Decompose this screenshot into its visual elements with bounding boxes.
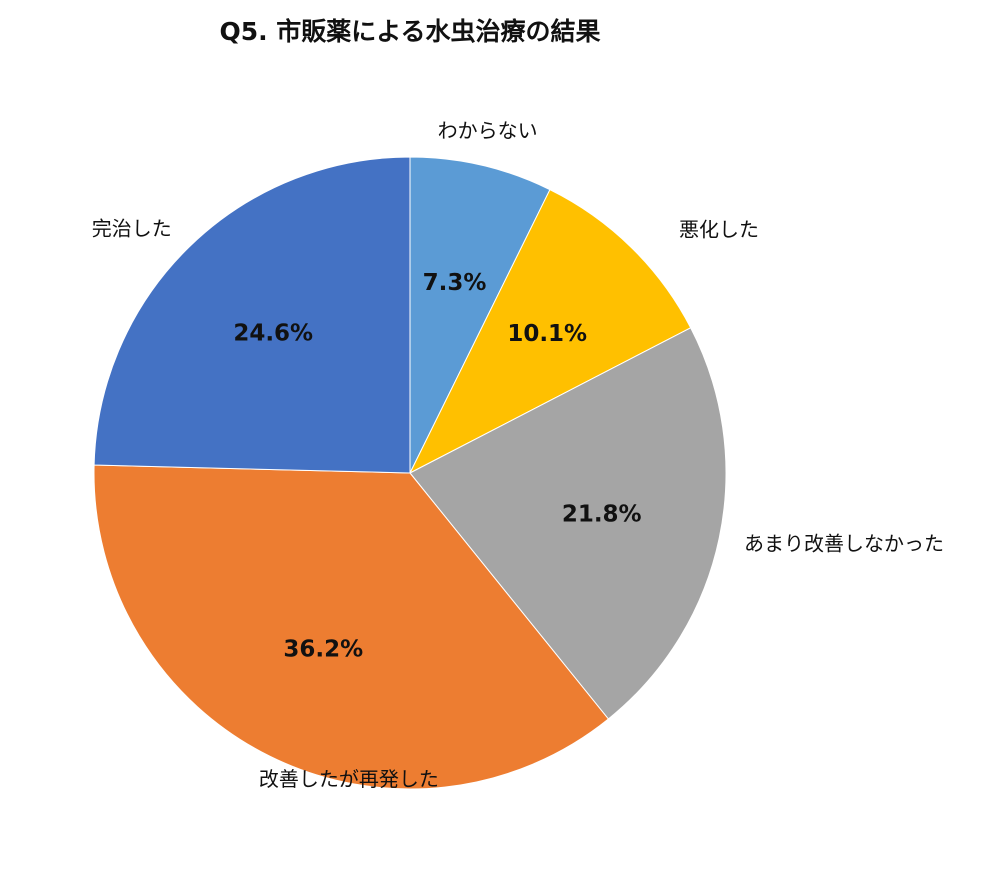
percent-labels-layer: 7.3% 10.1% 21.8% 36.2% 24.6% <box>233 270 641 662</box>
slice-percent-label: 36.2% <box>283 637 363 663</box>
slice-category-label: あまり改善しなかった <box>744 531 944 555</box>
pie-slice <box>93 464 610 790</box>
slice-category-label: 改善したが再発した <box>259 767 439 791</box>
slice-category-label: わからない <box>438 119 538 143</box>
pie-slice <box>93 156 411 474</box>
slice-percent-label: 21.8% <box>562 501 642 527</box>
pie-slice <box>409 327 727 720</box>
slice-percent-label: 24.6% <box>233 321 313 347</box>
slice-percent-label: 10.1% <box>507 321 587 347</box>
slice-category-label: 完治した <box>92 217 172 241</box>
slices-layer <box>93 156 727 790</box>
pie-slice <box>409 156 551 474</box>
slice-category-label: 悪化した <box>679 217 759 241</box>
pie-slice <box>408 188 692 475</box>
slice-percent-label: 7.3% <box>423 270 487 296</box>
chart-title: Q5. 市販薬による水虫治療の結果 <box>219 17 600 46</box>
